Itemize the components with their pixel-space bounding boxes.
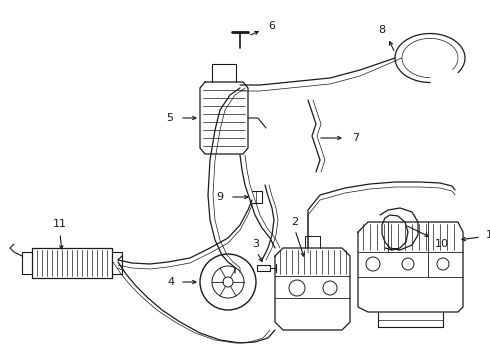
Text: 3: 3 (252, 239, 260, 249)
Text: 9: 9 (217, 192, 223, 202)
Text: 4: 4 (168, 277, 174, 287)
Text: 7: 7 (352, 133, 360, 143)
Text: 8: 8 (378, 25, 386, 35)
Text: 1: 1 (486, 230, 490, 240)
Text: 6: 6 (269, 21, 275, 31)
Text: 11: 11 (53, 219, 67, 229)
Text: 10: 10 (435, 239, 449, 249)
Text: 2: 2 (292, 217, 298, 227)
Text: 5: 5 (167, 113, 173, 123)
